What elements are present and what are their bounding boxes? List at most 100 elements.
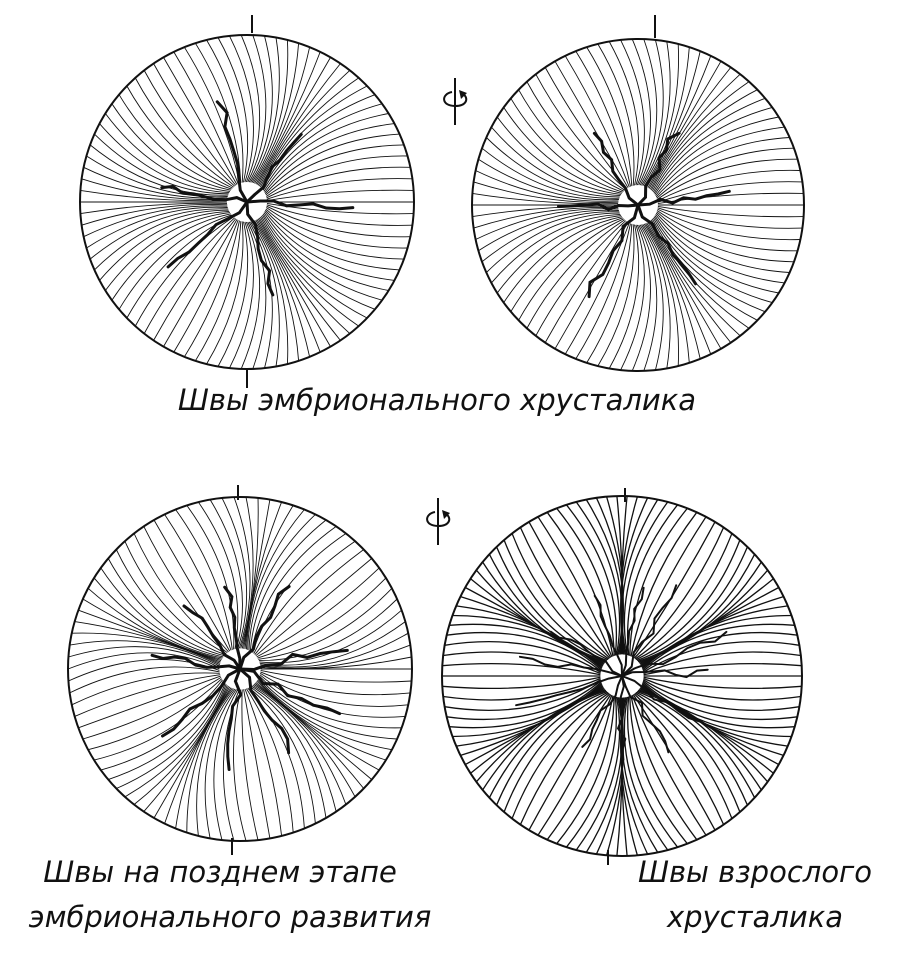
caption-embryonic: Швы эмбрионального хрусталика xyxy=(177,383,697,417)
fiber-line xyxy=(620,497,649,655)
fiber-line xyxy=(163,57,238,185)
fiber-line xyxy=(638,689,762,791)
fiber-line xyxy=(636,546,748,662)
suture-branches xyxy=(515,584,728,761)
fiber-line xyxy=(94,209,229,271)
fiber-line xyxy=(257,577,387,659)
fiber-line xyxy=(486,212,620,273)
fiber-line xyxy=(266,155,408,197)
fiber-line xyxy=(67,652,220,670)
fiber-line xyxy=(452,682,603,738)
fiber-line xyxy=(263,113,389,192)
fiber-line xyxy=(196,688,236,836)
fiber-line xyxy=(118,94,232,190)
fiber-line xyxy=(656,147,795,199)
suture-arm xyxy=(621,675,714,730)
fiber-line xyxy=(585,697,623,853)
fiber-line xyxy=(503,539,609,661)
fiber-line xyxy=(153,218,237,341)
fiber-line xyxy=(481,147,620,199)
fiber-line xyxy=(519,527,611,659)
fiber-line xyxy=(251,39,289,183)
fiber-line xyxy=(657,169,801,202)
fiber-line xyxy=(111,213,231,301)
fiber-line xyxy=(240,34,261,183)
fiber-line xyxy=(449,623,602,671)
fiber-line xyxy=(260,215,368,319)
fiber-line xyxy=(565,696,618,848)
suture-arm xyxy=(515,675,623,707)
fiber-line xyxy=(89,144,229,196)
fiber-line xyxy=(266,207,408,249)
fiber-line xyxy=(173,51,239,185)
suture-arm xyxy=(518,655,623,677)
fiber-line xyxy=(556,507,615,656)
fiber-line xyxy=(259,216,359,327)
fiber-line xyxy=(143,526,229,653)
fiber-line xyxy=(256,219,331,347)
fiber-line xyxy=(69,666,220,694)
fiber-line xyxy=(626,696,679,848)
fiber-line xyxy=(653,106,773,194)
fiber-line xyxy=(643,47,690,187)
fiber-line xyxy=(259,672,409,707)
fiber-line xyxy=(229,221,254,369)
fiber-line xyxy=(251,685,337,812)
suture-arm xyxy=(226,667,243,771)
fiber-line xyxy=(258,70,351,187)
fiber-line xyxy=(175,509,233,650)
fiber-line xyxy=(481,211,620,263)
fiber-line xyxy=(233,496,251,649)
fiber-line xyxy=(134,216,234,327)
fiber-line xyxy=(105,212,231,291)
suture-arm xyxy=(161,667,242,738)
fiber-line xyxy=(257,63,341,186)
fiber-line xyxy=(262,214,376,310)
fiber-line xyxy=(266,178,413,200)
embryonic-lens-front xyxy=(79,15,415,388)
fiber-line xyxy=(254,549,364,655)
adult-lens xyxy=(441,488,803,865)
fiber-line xyxy=(248,514,316,651)
fiber-line xyxy=(653,216,773,304)
fiber-line xyxy=(528,521,612,658)
fiber-line xyxy=(491,213,621,284)
fiber-line xyxy=(250,686,327,819)
fiber-line xyxy=(651,89,758,192)
fiber-line xyxy=(442,676,601,690)
fiber-line xyxy=(482,561,606,663)
fiber-line xyxy=(632,521,716,658)
fiber-line xyxy=(655,214,785,284)
rotation-arrow-icon xyxy=(426,498,451,545)
fiber-line xyxy=(80,202,228,215)
fiber-line xyxy=(248,687,316,824)
fiber-line xyxy=(94,133,229,195)
fiber-line xyxy=(656,211,795,263)
fiber-line xyxy=(564,55,630,188)
fiber-line xyxy=(478,209,619,252)
fiber-line xyxy=(575,50,631,187)
fiber-line xyxy=(452,614,603,670)
fiber-line xyxy=(107,558,225,657)
fiber-line xyxy=(233,689,247,842)
fiber-line xyxy=(475,208,619,240)
fiber-line xyxy=(518,89,624,192)
fiber-line xyxy=(254,682,365,789)
fiber-line xyxy=(511,533,610,660)
fiber-line xyxy=(126,85,233,189)
fiber-line xyxy=(643,677,801,701)
fiber-line xyxy=(81,204,228,226)
fiber-line xyxy=(648,67,732,189)
fiber-line xyxy=(443,677,601,701)
fiber-line xyxy=(254,47,311,184)
fiber-line xyxy=(251,526,337,652)
fiber-line xyxy=(83,205,228,238)
suture-arm xyxy=(238,667,291,755)
fiber-line xyxy=(620,224,645,371)
fiber-line xyxy=(134,77,234,188)
suture-arm xyxy=(238,648,349,672)
fiber-line xyxy=(100,567,224,658)
fiber-line xyxy=(257,679,387,761)
fiber-line xyxy=(657,205,804,218)
